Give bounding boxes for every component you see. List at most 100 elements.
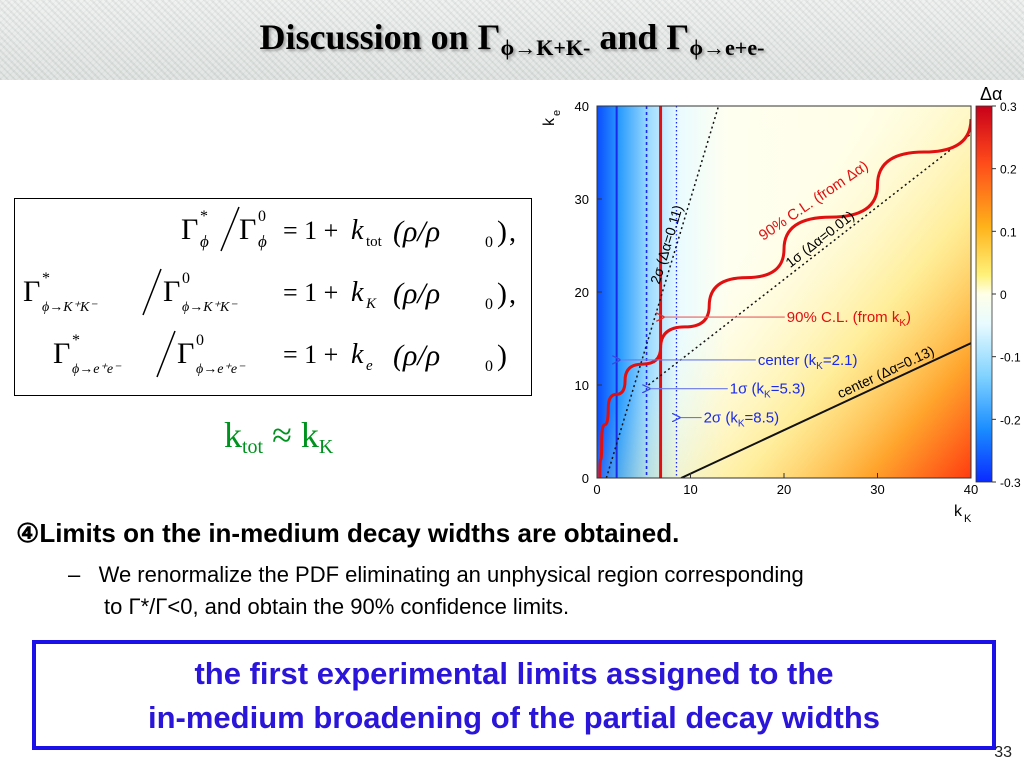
colorbar [975, 105, 993, 483]
plot-area [597, 106, 971, 478]
y-axis-title: k [541, 117, 558, 126]
eq3-zero: 0 [196, 332, 204, 349]
equation-ee: Γ * ϕ→e⁺e⁻ Γ 0 ϕ→e⁺e⁻ = 1 + k e (ρ/ρ 0 ) [53, 330, 507, 378]
x-axis-title: k [954, 503, 963, 520]
ktot-relation: ktot ≈ kK [224, 414, 333, 459]
eq1-one-plus: = 1 + [283, 216, 338, 245]
eq1-ksub: tot [366, 234, 383, 250]
bullet-number-marker: ④ [16, 518, 40, 548]
heatmap-warm-region [597, 106, 971, 478]
colorbar-tick-label: -0.3 [1000, 476, 1021, 490]
equations-svg: Γ * ϕ Γ 0 ϕ = 1 + k tot (ρ/ρ 0 ) , Γ * ϕ… [23, 206, 516, 378]
eq2-zero: 0 [182, 270, 190, 287]
eq1-rho0: 0 [485, 234, 493, 251]
eq3-rho0: 0 [485, 358, 493, 375]
sub-bullet-line-1: – We renormalize the PDF eliminating an … [68, 562, 804, 588]
eq1-zero: 0 [258, 208, 266, 225]
slide-title: Discussion on Γϕ→K+K- and Γϕ→e+e- [0, 16, 1024, 61]
title-text-1: Discussion on Γ [259, 17, 501, 57]
eq3-sub: ϕ→e⁺e⁻ [72, 362, 122, 377]
x-tick-label: 0 [593, 482, 600, 497]
x-tick-label: 20 [777, 482, 791, 497]
eq3-one-plus: = 1 + [283, 340, 338, 369]
colorbar-tick-label: 0.2 [1000, 163, 1017, 177]
sub-bullet-text-1: We renormalize the PDF eliminating an un… [98, 562, 804, 587]
conclusion-box: the first experimental limits assigned t… [32, 640, 996, 750]
conclusion-line-2: in-medium broadening of the partial deca… [147, 700, 881, 735]
title-subscript-1: ϕ→K+K- [500, 35, 591, 60]
eq2-rho: (ρ/ρ [393, 277, 440, 310]
cl90-curve [598, 118, 971, 478]
bullet-text: Limits on the in-medium decay widths are… [39, 518, 680, 548]
title-text-2: and Γ [590, 17, 690, 57]
conclusion-line-1: the first experimental limits assigned t… [194, 656, 834, 691]
title-subscript-2: ϕ→e+e- [689, 35, 765, 60]
eq1-rho: (ρ/ρ [393, 215, 440, 248]
eq2-k: k [351, 277, 364, 308]
annotation-label: 2σ (kK=8.5) [704, 410, 780, 430]
eq1-comma: , [509, 217, 516, 248]
eq3-slash [156, 330, 176, 378]
diagonal-line-dotted-black [647, 133, 971, 386]
eq2-sub: ϕ→K⁺K⁻ [42, 300, 98, 315]
eq2-ksub: K [365, 296, 377, 312]
title-banner: Discussion on Γϕ→K+K- and Γϕ→e+e- [0, 0, 1024, 80]
kK-k: k [300, 415, 319, 455]
eq2-star: * [42, 270, 50, 287]
ktot-sub: tot [242, 436, 264, 458]
diagonal-line-solid-black [680, 342, 971, 478]
eq2-sub0: ϕ→K⁺K⁻ [182, 300, 238, 315]
annotation-label: 90% C.L. (from kK) [787, 309, 911, 329]
eq3-ksub: e [366, 358, 373, 374]
eq1-phi: ϕ [200, 232, 209, 251]
eq3-k: k [351, 339, 364, 370]
x-axis-title-sub: K [964, 513, 972, 525]
eq1-k: k [351, 215, 364, 246]
eq3-close: ) [497, 339, 507, 372]
x-tick-label: 40 [964, 482, 978, 497]
colorbar-label: Δα [980, 84, 1002, 104]
colorbar-tick-label: 0 [1000, 288, 1007, 302]
eq1-phi0: ϕ [258, 232, 267, 251]
eq2-one-plus: = 1 + [283, 278, 338, 307]
eq2-gamma0: Γ [163, 275, 180, 308]
colorbar-tick-label: -0.1 [1000, 351, 1021, 365]
sub-bullet-line-2: to Γ*/Γ<0, and obtain the 90% confidence… [104, 594, 569, 620]
x-tick-label: 10 [683, 482, 697, 497]
y-tick-label: 10 [575, 378, 589, 393]
colorbar-tick-label: -0.2 [1000, 413, 1021, 427]
y-tick-label: 40 [575, 99, 589, 114]
eq1-gamma: Γ [181, 213, 198, 246]
annotation-label: center (kK=2.1) [758, 352, 858, 372]
y-tick-label: 0 [582, 471, 589, 486]
slide-number: 33 [994, 744, 1012, 761]
eq1-star: * [200, 208, 208, 225]
eq2-comma: , [509, 279, 516, 310]
eq1-slash [220, 206, 240, 252]
equation-total: Γ * ϕ Γ 0 ϕ = 1 + k tot (ρ/ρ 0 ) , [181, 206, 516, 252]
y-axis-title-sub: e [551, 110, 563, 116]
eq3-gamma: Γ [53, 337, 70, 370]
y-tick-label: 20 [575, 285, 589, 300]
approx-symbol: ≈ [272, 415, 292, 455]
eq3-gamma0: Γ [177, 337, 194, 370]
eq3-star: * [72, 332, 80, 349]
y-tick-label: 30 [575, 192, 589, 207]
eq1-close: ) [497, 215, 507, 248]
eq3-sub0: ϕ→e⁺e⁻ [196, 362, 246, 377]
colorbar-tick-label: 0.3 [1000, 100, 1017, 114]
y-axis-title-group: k e [541, 110, 563, 126]
eq2-gamma: Γ [23, 275, 40, 308]
eq2-rho0: 0 [485, 296, 493, 313]
eq2-slash [142, 268, 162, 316]
colorbar-tick-label: 0.1 [1000, 225, 1017, 239]
ktot-k: k [224, 415, 242, 455]
annotation-label: 1σ (kK=5.3) [730, 381, 806, 401]
kK-sub: K [318, 436, 334, 458]
eq2-close: ) [497, 277, 507, 310]
eq3-rho: (ρ/ρ [393, 339, 440, 372]
sub-bullet-dash: – [68, 562, 81, 587]
equation-kk: Γ * ϕ→K⁺K⁻ Γ 0 ϕ→K⁺K⁻ = 1 + k K (ρ/ρ 0 )… [23, 268, 516, 316]
eq1-gamma0: Γ [239, 213, 256, 246]
